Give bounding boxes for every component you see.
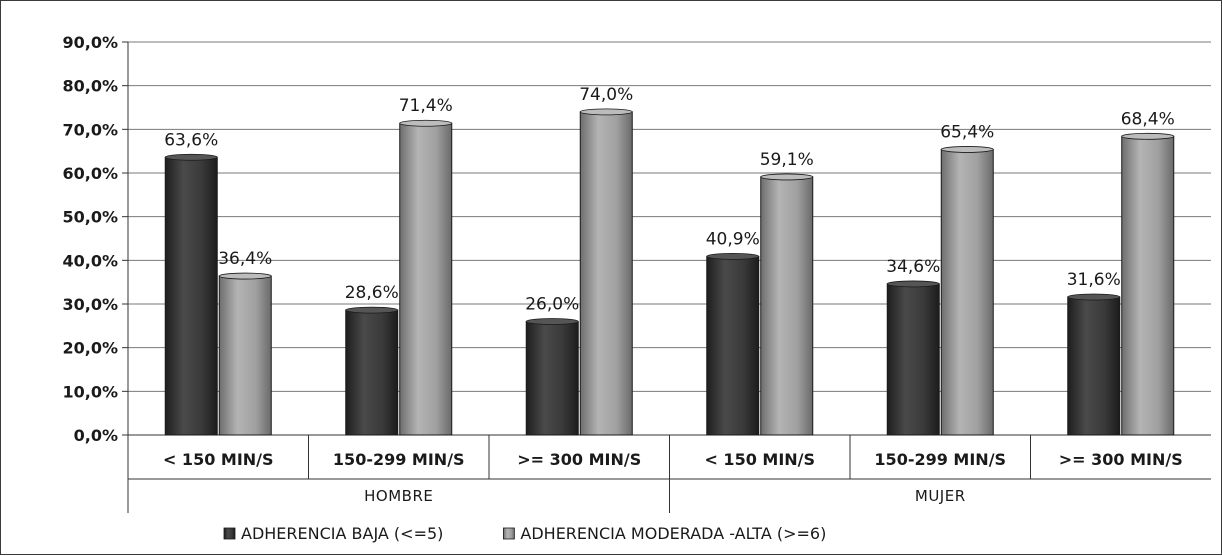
bar [1067,296,1121,436]
data-label: 65,4% [940,122,994,142]
bar [399,122,453,436]
bar-top [579,108,633,116]
bar [706,255,760,436]
x-category-label: < 150 MIN/S [704,450,815,469]
bar [164,156,218,436]
data-label: 71,4% [399,96,453,116]
bar [760,176,814,436]
y-tick-label: 80,0% [62,77,118,96]
x-category-label: >= 300 MIN/S [517,450,641,469]
x-group-label: HOMBRE [364,487,433,505]
data-label: 59,1% [760,150,814,170]
data-label: 40,9% [706,229,760,249]
data-label: 26,0% [525,294,579,314]
legend-label: ADHERENCIA BAJA (<=5) [241,524,443,543]
bar-top [525,318,579,325]
bar [1121,135,1175,436]
bar-top [345,306,399,314]
data-label: 31,6% [1067,270,1121,290]
bar [940,148,994,436]
axes: 0,0% 10,0% 20,0% 30,0% 40,0% 50,0% 60,0% 70,0% 8… [62,33,1211,513]
data-label: 63,6% [164,130,218,150]
data-labels: 63,6% 36,4% 28,6% 71,4% 26,0% 74,0% 40,9% 59,1%… [164,85,1175,315]
legend-swatch [502,527,515,540]
y-tick-label: 50,0% [62,208,118,227]
bar [579,111,633,436]
data-label: 74,0% [579,85,633,105]
x-category-label: >= 300 MIN/S [1059,450,1183,469]
y-tick-label: 30,0% [62,295,118,314]
bar-top [164,153,218,161]
data-label: 28,6% [345,283,399,303]
legend-label: ADHERENCIA MODERADA -ALTA (>=6) [520,524,826,543]
bars [164,108,1175,436]
bar-top [886,280,940,288]
bar [218,275,272,436]
data-label: 34,6% [886,257,940,277]
data-label: 68,4% [1121,109,1175,129]
bar [525,320,579,436]
legend: ADHERENCIA BAJA (<=5) ADHERENCIA MODERADA… [223,524,826,543]
bar-top [940,146,994,153]
y-tick-label: 20,0% [62,339,118,358]
x-category-label: 150-299 MIN/S [874,450,1006,469]
bar [345,309,399,436]
bar-top [706,253,760,260]
x-group-label: MUJER [915,487,966,505]
bar-top [218,272,272,280]
y-tick-label: 70,0% [62,120,118,139]
y-tick-label: 10,0% [62,382,118,401]
data-label: 36,4% [218,249,272,269]
bar-top [1067,293,1121,301]
y-tick-label: 90,0% [62,33,118,52]
bar-top [1121,132,1175,140]
y-tick-label: 60,0% [62,164,118,183]
y-tick-label: 0,0% [74,426,118,445]
bar-top [760,173,814,181]
x-category-label: < 150 MIN/S [163,450,274,469]
x-category-label: 150-299 MIN/S [333,450,465,469]
bar-top [399,119,453,127]
legend-swatch [223,527,236,540]
bar [886,283,940,436]
y-tick-label: 40,0% [62,251,118,270]
gridlines [128,41,1211,392]
